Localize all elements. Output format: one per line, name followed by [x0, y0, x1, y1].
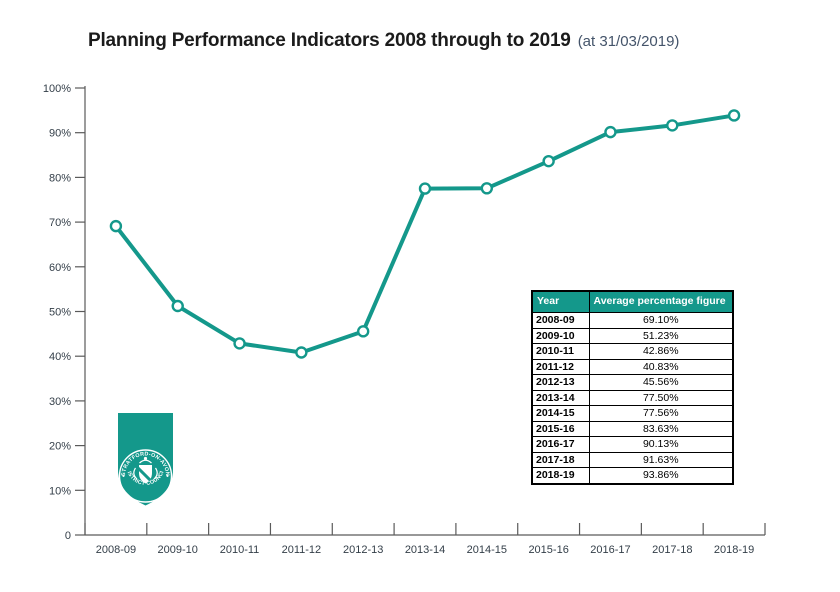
year-cell: 2012-13	[531, 374, 590, 391]
x-axis-tick-label: 2012-13	[343, 544, 383, 556]
data-point-marker	[542, 154, 555, 168]
table-row: 2008-09 69.10%	[531, 312, 734, 329]
x-axis-tick-label: 2009-10	[158, 544, 198, 556]
y-axis-tick-label: 90%	[49, 128, 71, 140]
table-row: 2014-15 77.56%	[531, 405, 734, 422]
council-logo: STRATFORD-ON-AVON DISTRICT COUNCIL	[118, 413, 173, 506]
y-axis-tick-label: 50%	[49, 307, 71, 319]
table-row: 2011-12 40.83%	[531, 358, 734, 375]
data-point-marker	[171, 299, 184, 313]
year-cell: 2017-18	[531, 451, 590, 468]
title-main: Planning Performance Indicators 2008 thr…	[88, 30, 571, 51]
page-title: Planning Performance Indicators 2008 thr…	[88, 30, 679, 52]
value-column-header: Average percentage figure	[588, 290, 734, 313]
y-axis-tick-label: 10%	[49, 485, 71, 497]
table-header: Year Average percentage figure	[531, 290, 734, 313]
x-axis-tick-label: 2017-18	[652, 544, 692, 556]
year-cell: 2014-15	[531, 405, 590, 422]
value-cell: 93.86%	[588, 467, 734, 484]
logo-seal-ring	[118, 449, 173, 503]
year-cell: 2011-12	[531, 358, 590, 375]
value-cell: 42.86%	[588, 343, 734, 360]
value-cell: 77.56%	[588, 405, 734, 422]
y-axis-tick-label: 30%	[49, 396, 71, 408]
table-row: 2016-17 90.13%	[531, 436, 734, 453]
x-axis-tick-label: 2013-14	[405, 544, 445, 556]
data-point-marker	[295, 346, 308, 359]
data-point-marker	[418, 182, 432, 195]
data-table: Year Average percentage figure 2008-09 69…	[531, 290, 734, 485]
table-row: 2013-14 77.50%	[531, 389, 734, 406]
table-row: 2018-19 93.86%	[531, 467, 734, 484]
value-cell: 51.23%	[588, 327, 734, 344]
value-cell: 77.50%	[588, 389, 734, 406]
table-header-row: Year Average percentage figure	[531, 290, 734, 313]
year-cell: 2013-14	[531, 389, 590, 406]
year-cell: 2018-19	[531, 467, 590, 484]
year-cell: 2015-16	[531, 420, 590, 437]
y-axis-tick-label: 20%	[49, 441, 71, 453]
table-row: 2012-13 45.56%	[531, 374, 734, 391]
year-cell: 2008-09	[531, 312, 590, 329]
table-body: 2008-09 69.10% 2009-10 51.23% 2010-11 42.86% 2…	[531, 312, 734, 484]
value-cell: 69.10%	[588, 312, 734, 329]
logo-separator-right-icon	[166, 475, 169, 477]
y-axis-tick-label: 100%	[43, 83, 71, 95]
value-cell: 91.63%	[588, 451, 734, 468]
year-cell: 2010-11	[531, 343, 590, 360]
x-axis-tick-label: 2018-19	[714, 544, 754, 556]
table-row: 2015-16 83.63%	[531, 420, 734, 437]
year-cell: 2016-17	[531, 436, 590, 453]
table-row: 2010-11 42.86%	[531, 343, 734, 360]
value-cell: 40.83%	[588, 358, 734, 375]
data-point-marker	[233, 337, 246, 350]
x-axis-tick-label: 2016-17	[590, 544, 630, 556]
data-point-marker	[356, 325, 370, 338]
year-column-header: Year	[531, 290, 590, 313]
x-axis-tick-label: 2014-15	[467, 544, 507, 556]
table-row: 2017-18 91.63%	[531, 451, 734, 468]
logo-separator-left-icon	[122, 475, 125, 477]
value-cell: 90.13%	[588, 436, 734, 453]
y-axis-tick-label: 40%	[49, 351, 71, 363]
x-axis-tick-label: 2011-12	[282, 544, 322, 556]
value-cell: 83.63%	[588, 420, 734, 437]
data-point-marker	[109, 219, 123, 233]
x-axis-tick-label: 2010-11	[220, 544, 260, 556]
y-axis-tick-label: 70%	[49, 217, 71, 229]
x-axis-tick-label: 2015-16	[528, 544, 568, 556]
data-point-marker	[666, 119, 679, 132]
logo-crest-icon	[133, 456, 158, 484]
data-point-marker	[604, 125, 617, 139]
data-point-marker	[727, 109, 741, 122]
y-axis-tick-label: 60%	[49, 262, 71, 274]
y-axis-tick-label: 80%	[49, 172, 71, 184]
title-suffix: (at 31/03/2019)	[577, 33, 680, 50]
table-row: 2009-10 51.23%	[531, 327, 734, 344]
value-cell: 45.56%	[588, 374, 734, 391]
x-axis-tick-label: 2008-09	[96, 544, 136, 556]
y-axis-tick-label: 0	[65, 530, 71, 542]
year-cell: 2009-10	[531, 327, 590, 344]
data-point-marker	[480, 182, 494, 195]
